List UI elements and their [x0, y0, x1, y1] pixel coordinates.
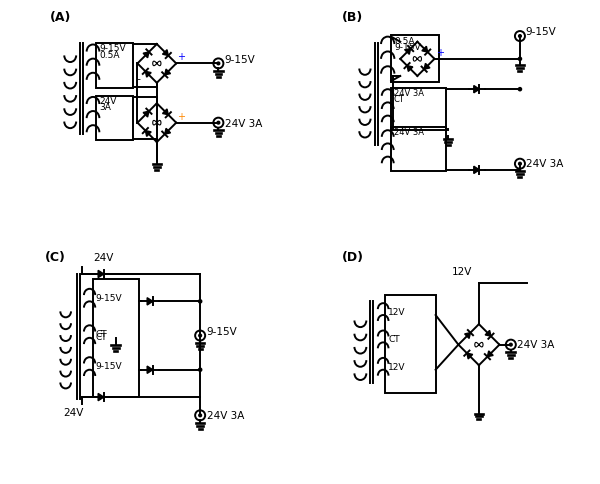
Text: (D): (D) [342, 251, 364, 264]
Polygon shape [163, 51, 168, 56]
Text: +: + [178, 52, 185, 62]
Circle shape [217, 63, 220, 66]
Text: 24V 3A: 24V 3A [394, 128, 424, 136]
Bar [385, 295, 436, 393]
Circle shape [217, 122, 220, 125]
Polygon shape [165, 129, 170, 135]
Polygon shape [98, 271, 104, 278]
Text: 12V: 12V [388, 307, 406, 316]
Circle shape [518, 163, 521, 166]
Bar [391, 89, 446, 131]
Circle shape [199, 414, 202, 417]
Polygon shape [474, 86, 479, 93]
Text: 24V 3A: 24V 3A [394, 89, 424, 98]
Circle shape [199, 334, 202, 337]
Polygon shape [145, 72, 151, 78]
Polygon shape [143, 53, 149, 59]
Text: 9-15V: 9-15V [526, 27, 556, 37]
Text: 24V 3A: 24V 3A [225, 119, 262, 129]
Polygon shape [422, 47, 428, 53]
Bar [97, 97, 133, 141]
Circle shape [518, 89, 521, 91]
Text: 24V 3A: 24V 3A [526, 159, 563, 169]
Text: 9-15V: 9-15V [96, 293, 122, 302]
Circle shape [518, 58, 521, 61]
Text: 9-15V: 9-15V [99, 45, 126, 53]
Text: 24V 3A: 24V 3A [206, 410, 244, 420]
Text: 24V: 24V [64, 408, 84, 418]
Text: 0.5A: 0.5A [394, 36, 415, 45]
Circle shape [199, 368, 202, 372]
Polygon shape [147, 298, 153, 305]
Text: CT: CT [394, 95, 405, 104]
Bar [391, 36, 439, 83]
Polygon shape [485, 331, 491, 336]
Text: -: - [136, 133, 140, 143]
Polygon shape [405, 49, 410, 55]
Text: 9-15V: 9-15V [96, 361, 122, 370]
Bar [93, 279, 139, 397]
Bar [391, 127, 446, 172]
Text: 9-15V: 9-15V [394, 43, 421, 52]
Text: CT: CT [388, 334, 400, 344]
Text: CT: CT [96, 333, 107, 341]
Polygon shape [464, 333, 470, 339]
Text: (A): (A) [50, 11, 71, 24]
Text: 9-15V: 9-15V [206, 327, 237, 337]
Text: (B): (B) [342, 11, 364, 24]
Bar [97, 44, 133, 89]
Circle shape [509, 344, 512, 347]
Polygon shape [424, 64, 430, 70]
Text: 9-15V: 9-15V [225, 55, 256, 65]
Text: 12V: 12V [452, 267, 472, 276]
Text: 24V 3A: 24V 3A [517, 339, 554, 349]
Text: -: - [136, 74, 140, 84]
Polygon shape [474, 167, 479, 174]
Text: (C): (C) [45, 251, 66, 264]
Polygon shape [487, 351, 493, 357]
Text: CT: CT [96, 329, 107, 338]
Text: 0.5A: 0.5A [99, 51, 119, 60]
Text: 24V: 24V [93, 253, 113, 263]
Text: 12V: 12V [388, 362, 406, 371]
Text: +: + [436, 48, 443, 58]
Text: +: + [178, 111, 185, 121]
Text: 24V: 24V [99, 97, 116, 106]
Text: 3A: 3A [99, 103, 111, 112]
Polygon shape [143, 112, 149, 118]
Polygon shape [407, 66, 413, 72]
Polygon shape [467, 353, 473, 359]
Circle shape [518, 36, 521, 38]
Circle shape [199, 300, 202, 303]
Polygon shape [163, 110, 168, 116]
Polygon shape [145, 131, 151, 137]
Polygon shape [98, 393, 104, 401]
Polygon shape [165, 70, 170, 76]
Polygon shape [147, 366, 153, 374]
